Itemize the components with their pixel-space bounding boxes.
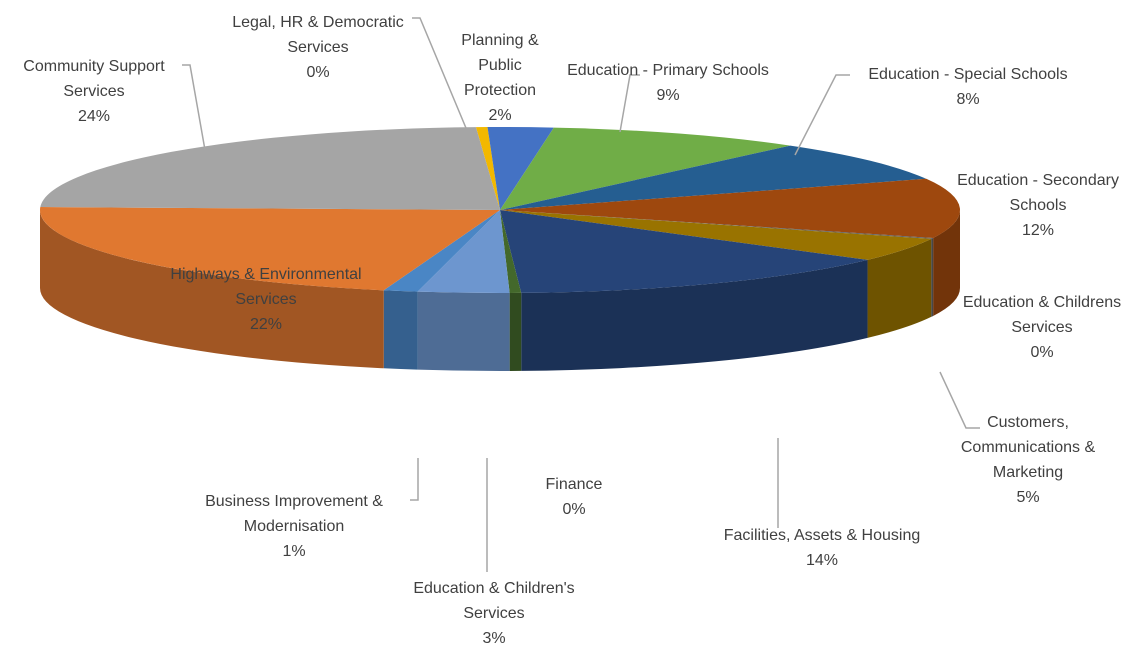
data-label: Facilities, Assets & Housing 14% [692,523,952,573]
category-name: Legal, HR & Democratic Services [232,14,404,56]
value-label: 24% [77,108,111,125]
data-label: Education & Children's Services 3% [384,576,604,646]
data-label: Business Improvement & Modernisation 1% [174,489,414,564]
data-label: Legal, HR & Democratic Services 0% [208,10,428,85]
category-name: Education - Secondary Schools [957,172,1119,214]
data-label: Planning & Public Protection 2% [445,28,555,128]
value-label: 0% [1030,344,1054,361]
slice [500,210,934,239]
slice-side [867,238,932,338]
value-label: 22% [249,316,283,333]
data-label: Education & Childrens Services 0% [957,290,1127,365]
slice [500,210,868,293]
data-label: Education - Special Schools 8% [838,62,1098,112]
value-label: 12% [1021,222,1055,239]
slice [383,210,500,292]
value-label: 14% [805,552,839,569]
category-name: Highways & Environmental Services [170,266,362,308]
data-label: Education - Primary Schools 9% [538,58,798,108]
category-name: Finance [545,476,603,493]
value-label: 3% [482,630,506,646]
leader-line [939,371,980,429]
slice [500,210,522,293]
slice-side [383,290,418,370]
slice [500,178,961,238]
category-name: Customers, Communications & Marketing [960,414,1096,481]
value-label: 0% [306,64,330,81]
category-name: Education & Children's Services [413,580,575,622]
value-label: 0% [562,501,586,518]
slice-side [417,291,510,371]
value-label: 1% [282,543,306,560]
slice [40,127,501,210]
category-name: Business Improvement & Modernisation [205,493,383,535]
data-label: Highways & Environmental Services 22% [141,262,391,337]
leader-line [794,74,850,156]
slice-side [509,292,522,371]
value-label: 9% [656,87,680,104]
data-label: Finance 0% [514,472,634,522]
slice [500,127,791,210]
category-name: Community Support Services [23,58,165,100]
slice-side [521,259,868,371]
category-name: Education & Childrens Services [962,294,1122,336]
category-name: Education - Primary Schools [567,62,769,79]
slice [39,207,500,291]
slice [500,145,927,210]
leader-line [182,64,206,151]
value-label: 8% [956,91,980,108]
data-label: Education - Secondary Schools 12% [938,168,1138,243]
slice-side [40,210,384,369]
slice [475,127,500,210]
slice-side [933,210,960,316]
category-name: Facilities, Assets & Housing [723,527,921,544]
category-name: Education - Special Schools [868,66,1068,83]
slice [417,210,510,293]
leader-line [410,458,419,501]
value-label: 5% [1016,489,1040,506]
slice [500,210,932,260]
leader-line [412,17,467,129]
value-label: 2% [488,107,512,124]
category-name: Planning & Public Protection [461,32,539,99]
data-label: Community Support Services 24% [0,54,189,129]
data-label: Customers, Communications & Marketing 5% [943,410,1113,510]
slice-side [931,237,934,317]
leader-line [619,74,640,133]
slice [487,126,554,210]
